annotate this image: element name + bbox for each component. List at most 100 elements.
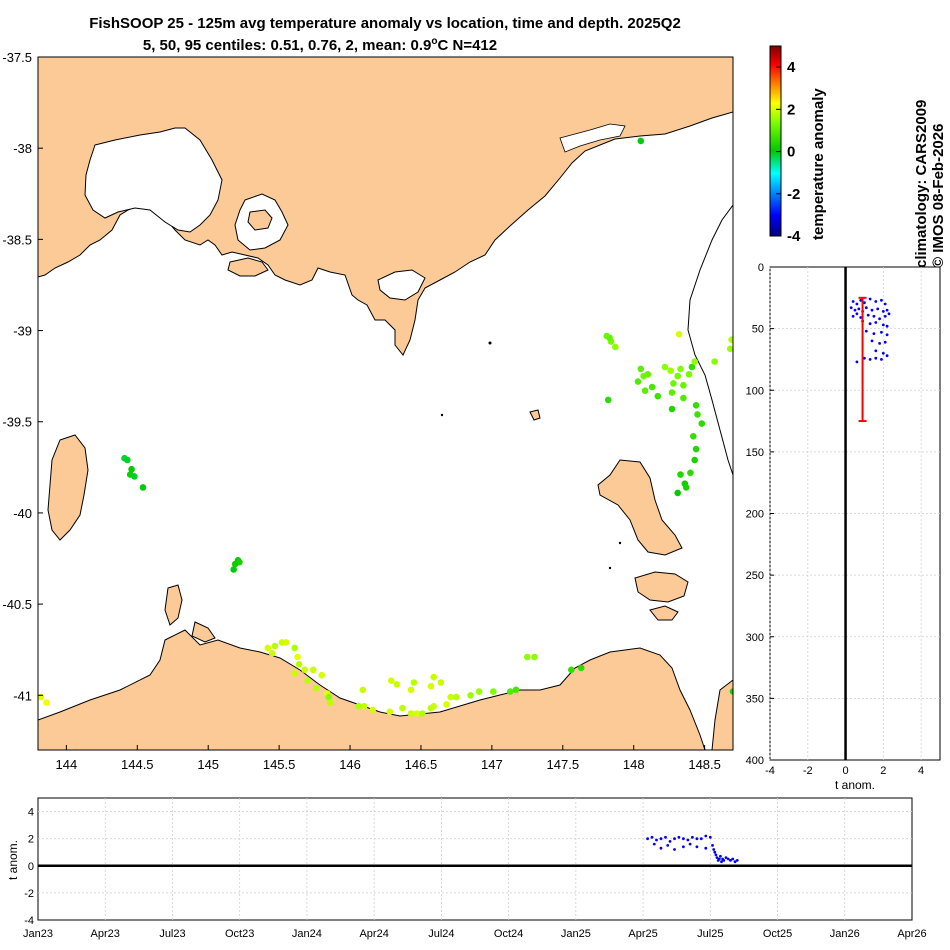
king-island (47, 434, 89, 541)
map-point (512, 686, 520, 694)
depth-point (878, 317, 881, 321)
ts-x-tick-label: Oct25 (763, 928, 792, 940)
map-x-tick-label: 147 (481, 757, 503, 772)
map-point (634, 378, 642, 385)
map-point (675, 330, 683, 338)
colorbar-tick-label: -4 (787, 228, 801, 245)
map-y-tick-label: -38 (13, 141, 32, 156)
map-point (668, 389, 676, 396)
depth-x-tick-label: 4 (918, 765, 924, 777)
ts-point (729, 859, 732, 862)
east-coast-line (687, 204, 733, 476)
map-point (637, 137, 645, 145)
ts-point (704, 834, 708, 838)
map-point (360, 702, 368, 710)
depth-point (885, 354, 889, 358)
depth-point (864, 306, 868, 310)
map-point (490, 688, 497, 695)
ts-point (677, 835, 681, 839)
ts-point (708, 835, 712, 839)
colorbar-label: temperature anomaly (810, 88, 827, 240)
map-point (387, 677, 395, 684)
depth-point (849, 306, 853, 310)
ts-point (682, 845, 685, 849)
map-point (475, 688, 483, 695)
map-x-tick-label: 145.5 (263, 757, 296, 772)
map-point (419, 710, 426, 717)
map-point (443, 701, 450, 708)
map-point (682, 484, 690, 491)
ts-point (713, 850, 717, 854)
depth-point (866, 313, 870, 317)
map-point (271, 642, 279, 650)
ts-x-tick-label: Apr26 (897, 928, 926, 940)
map-point (427, 682, 435, 690)
map-x-tick-label: 145 (197, 757, 219, 772)
colorbar-tick-label: 2 (787, 101, 795, 118)
depth-point (851, 300, 855, 303)
ts-point (688, 842, 692, 846)
depth-point (855, 302, 859, 306)
map-y-tick-label: -40 (13, 506, 32, 521)
map-panel: 144 144.5 145 145.5 146 146.5 147 147.5 148 148.5… (2, 50, 734, 772)
copyright-text: © IMOS 08-Feb-2026 (930, 124, 947, 268)
colorbar-ticks: 4 2 0 -2 -4 (776, 59, 801, 245)
ts-point (715, 856, 719, 859)
islet-3 (440, 413, 444, 417)
ts-y-tick-label: -2 (24, 888, 34, 900)
depth-profile-panel: 0 50 100 150 200 250 300 350 400-4 -2 0 2 4 t anom. (746, 262, 941, 792)
ts-x-tick-label: Jan24 (292, 928, 322, 940)
hunter-island (164, 584, 183, 626)
ts-y-tick-label: 4 (28, 807, 34, 819)
map-point (231, 560, 239, 568)
map-point (318, 671, 326, 679)
ts-point (695, 845, 699, 849)
ts-x-tick-label: Apr23 (91, 928, 120, 940)
map-point (437, 679, 445, 686)
ts-point (726, 857, 730, 861)
depth-y-tick-label: 300 (746, 632, 764, 644)
map-point (407, 686, 415, 694)
map-point (661, 363, 669, 371)
phillip-island (227, 257, 269, 277)
map-point (295, 661, 303, 668)
depth-y-tick-label: 100 (746, 385, 764, 397)
depth-point (868, 322, 872, 326)
map-point (453, 693, 460, 701)
time-series-frame (37, 797, 913, 921)
ts-point (673, 848, 676, 851)
map-point (291, 670, 299, 677)
ts-point (691, 835, 694, 839)
depth-point (870, 339, 874, 343)
map-x-tick-label: 148.5 (688, 757, 721, 772)
map-point (230, 566, 237, 573)
map-point (677, 365, 684, 373)
depth-point (876, 307, 880, 311)
depth-point (885, 308, 889, 312)
ts-point (686, 838, 690, 842)
depth-y-tick-label: 150 (746, 447, 764, 459)
ts-point (724, 856, 728, 859)
depth-point (878, 342, 881, 345)
port-phillip-bay (84, 127, 223, 233)
map-point (301, 666, 309, 674)
map-y-ticks: -37.5 -38 -38.5 -39 -39.5 -40 -40.5 -41 (2, 50, 43, 703)
map-point (577, 664, 585, 672)
time-series-grid (38, 798, 912, 920)
ts-point (699, 837, 703, 841)
ts-point (733, 860, 737, 864)
map-y-tick-label: -37.5 (2, 50, 32, 65)
map-point (692, 402, 700, 409)
cape-barren-island (634, 571, 689, 603)
map-y-tick-label: -39 (13, 324, 32, 339)
map-point (606, 334, 613, 342)
depth-point (859, 298, 863, 302)
map-point (691, 456, 698, 464)
depth-point (887, 312, 891, 316)
map-point (637, 365, 645, 373)
map-point (128, 465, 135, 473)
map-point (531, 653, 538, 661)
map-point (612, 343, 619, 351)
